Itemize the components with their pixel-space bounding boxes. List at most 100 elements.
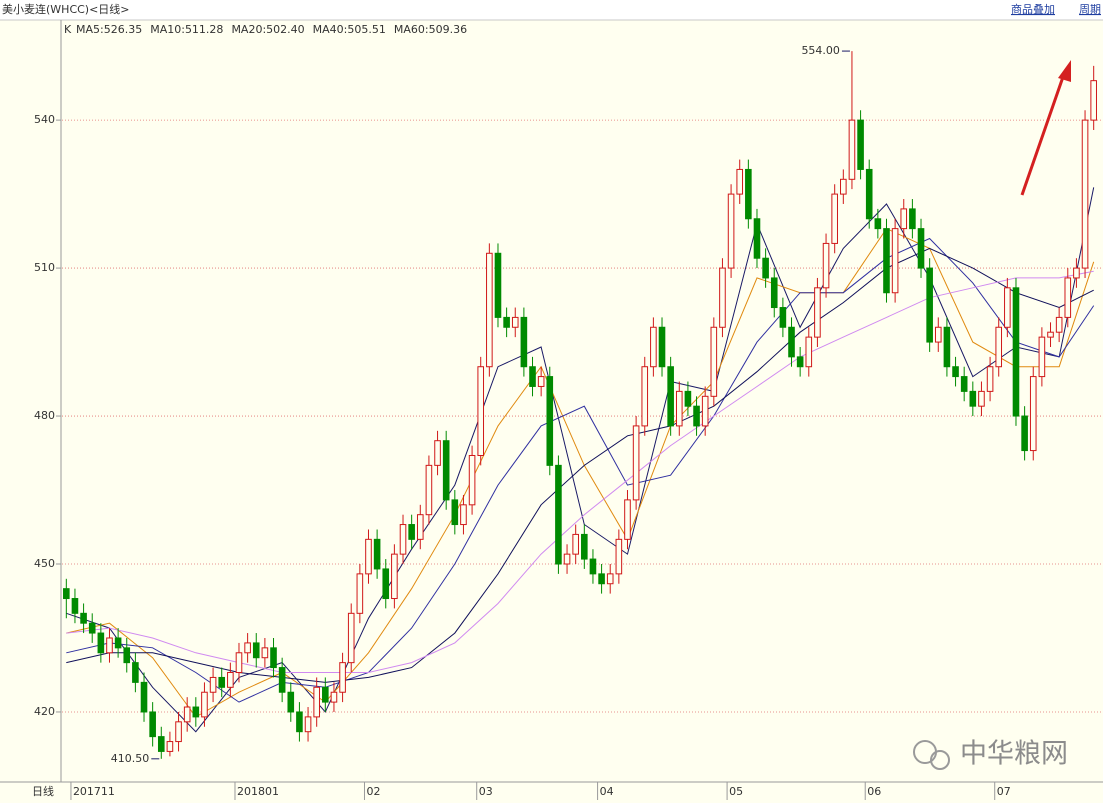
candle-body bbox=[347, 612, 355, 664]
candle-body bbox=[537, 376, 545, 387]
x-tick-label: 04 bbox=[600, 785, 614, 798]
candle-body bbox=[874, 218, 882, 230]
candle-body bbox=[796, 356, 804, 368]
period-link[interactable]: 周期 bbox=[1079, 3, 1101, 16]
candle-body bbox=[753, 218, 761, 259]
candle-body bbox=[986, 366, 994, 392]
x-tick-label: 06 bbox=[867, 785, 881, 798]
legend-entry: MA10:511.28 bbox=[150, 23, 223, 36]
candle-body bbox=[511, 316, 519, 328]
candle-body bbox=[926, 267, 933, 343]
candle-body bbox=[460, 504, 467, 526]
y-tick-label: 510 bbox=[34, 261, 55, 274]
header-title: 美小麦连(WHCC)<日线> bbox=[2, 2, 130, 16]
candle-body bbox=[762, 257, 769, 279]
candle-body bbox=[399, 524, 407, 555]
y-tick-label: 480 bbox=[34, 409, 55, 422]
candle-body bbox=[943, 326, 951, 368]
candle-body bbox=[641, 366, 649, 427]
annotation-label: 554.00 bbox=[801, 44, 840, 57]
candle-body bbox=[520, 316, 528, 368]
candles bbox=[63, 51, 1097, 759]
candle-body bbox=[434, 440, 441, 466]
legend-entry: MA40:505.51 bbox=[313, 23, 386, 36]
watermark-text: 中华粮网 bbox=[960, 739, 1068, 770]
trend-arrow bbox=[1020, 60, 1071, 196]
candle-body bbox=[408, 524, 415, 540]
y-tick-label: 420 bbox=[34, 705, 55, 718]
candle-body bbox=[900, 208, 908, 230]
overlay-link[interactable]: 商品叠加 bbox=[1011, 2, 1055, 16]
candle-body bbox=[1081, 119, 1089, 269]
candle-body bbox=[494, 252, 502, 318]
x-tick-label: 07 bbox=[997, 785, 1011, 798]
candle-body bbox=[934, 326, 942, 343]
candle-body bbox=[1073, 267, 1080, 279]
candle-body bbox=[391, 553, 398, 600]
candle-body bbox=[296, 711, 303, 733]
candle-body bbox=[313, 686, 320, 718]
candle-body bbox=[365, 538, 372, 575]
candle-body bbox=[883, 228, 890, 294]
candle-body bbox=[132, 662, 139, 683]
legend-prefix: K bbox=[64, 23, 72, 36]
x-tick-label: 03 bbox=[479, 785, 493, 798]
candle-body bbox=[675, 390, 683, 427]
candle-body bbox=[166, 741, 174, 752]
x-tick-label: 201711 bbox=[73, 785, 115, 798]
candle-body bbox=[805, 336, 813, 368]
candle-body bbox=[978, 390, 985, 407]
candle-body bbox=[382, 568, 390, 600]
legend-entry: MA20:502.40 bbox=[231, 23, 304, 36]
candle-body bbox=[572, 533, 579, 555]
candle-body bbox=[615, 538, 623, 575]
candle-body bbox=[140, 681, 148, 713]
legend-entry: MA60:509.36 bbox=[394, 23, 467, 36]
candle-body bbox=[451, 499, 459, 526]
candle-body bbox=[814, 287, 821, 338]
candle-body bbox=[63, 588, 70, 600]
candle-body bbox=[114, 637, 122, 649]
candle-body bbox=[736, 168, 744, 195]
candle-body bbox=[287, 691, 295, 713]
candle-body bbox=[183, 706, 191, 723]
candle-body bbox=[209, 676, 217, 693]
candle-body bbox=[244, 642, 251, 654]
candle-body bbox=[581, 533, 588, 560]
candle-body bbox=[71, 598, 79, 614]
ma-line bbox=[66, 237, 1095, 703]
candle-body bbox=[356, 573, 364, 614]
candle-body bbox=[278, 667, 286, 693]
candle-body bbox=[624, 499, 631, 540]
candle-body bbox=[149, 711, 156, 738]
candle-body bbox=[719, 267, 726, 328]
candle-body bbox=[270, 647, 277, 669]
watermark: 中华粮网 bbox=[913, 739, 1068, 770]
candle-body bbox=[322, 686, 329, 703]
candle-body bbox=[865, 168, 873, 220]
arrow-shaft bbox=[1020, 73, 1066, 196]
candle-body bbox=[891, 228, 899, 294]
candle-body bbox=[555, 464, 562, 565]
annotation-label: 410.50 bbox=[111, 752, 150, 765]
candle-body bbox=[589, 558, 597, 575]
candle-body bbox=[1055, 316, 1063, 333]
candle-body bbox=[745, 168, 752, 220]
x-tick-label: 05 bbox=[729, 785, 743, 798]
candle-body bbox=[304, 716, 312, 733]
candle-body bbox=[80, 612, 87, 624]
candle-body bbox=[486, 252, 493, 368]
candle-body bbox=[425, 464, 433, 516]
candle-body bbox=[201, 691, 208, 718]
candle-body bbox=[917, 228, 925, 269]
candle-body bbox=[1038, 336, 1046, 378]
legend-entry: MA5:526.35 bbox=[76, 23, 142, 36]
candle-body bbox=[684, 390, 692, 407]
candle-body bbox=[848, 119, 856, 180]
candle-body bbox=[770, 277, 778, 309]
candle-body bbox=[97, 632, 105, 654]
candle-body bbox=[563, 553, 571, 565]
candle-body bbox=[1004, 287, 1011, 328]
candle-body bbox=[252, 642, 260, 659]
